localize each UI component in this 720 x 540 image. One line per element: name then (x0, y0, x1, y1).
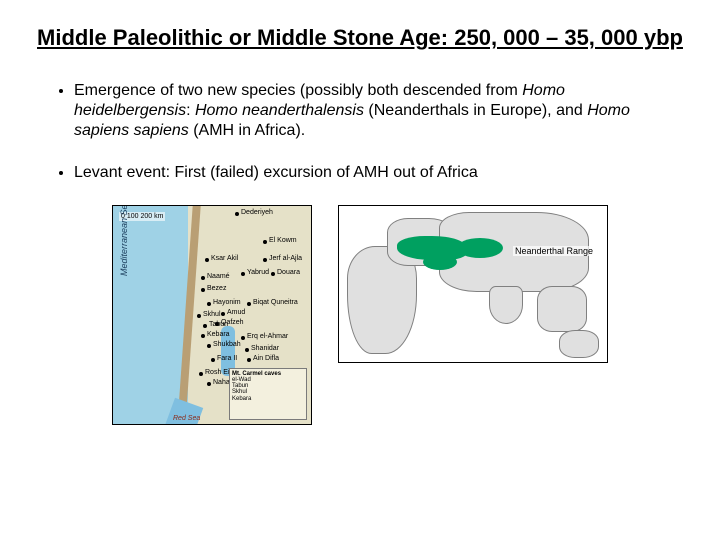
site-dot (201, 288, 205, 292)
site-label: Ksar Akil (211, 255, 238, 262)
page-title: Middle Paleolithic or Middle Stone Age: … (36, 24, 684, 53)
site-dot (263, 258, 267, 262)
bullet-text: Emergence of two new species (possibly b… (74, 82, 522, 99)
bullet-text: Levant event: First (failed) excursion o… (74, 164, 478, 181)
site-label: Ain Difla (253, 355, 279, 362)
site-label: Douara (277, 269, 300, 276)
site-dot (207, 344, 211, 348)
maps-row: 0 100 200 km Mediterranean Sea Red Sea D… (36, 205, 684, 425)
site-label: Hayonim (213, 299, 241, 306)
site-dot (207, 302, 211, 306)
bullet-text: : (186, 102, 195, 119)
bullet-item: Levant event: First (failed) excursion o… (74, 163, 684, 183)
site-label: Bezez (207, 285, 226, 292)
site-label: Shanidar (251, 345, 279, 352)
site-dot (201, 276, 205, 280)
site-label: Jerf al-Ajla (269, 255, 302, 262)
site-dot (201, 334, 205, 338)
site-label: Naamé (207, 273, 230, 280)
site-dot (245, 348, 249, 352)
neanderthal-range (457, 238, 503, 258)
site-dot (221, 312, 225, 316)
site-dot (271, 272, 275, 276)
site-dot (207, 382, 211, 386)
site-dot (215, 322, 219, 326)
site-label: Dederiyeh (241, 209, 273, 216)
species-name: Homo neanderthalensis (195, 102, 364, 119)
neanderthal-range (423, 254, 457, 270)
bullet-text: (Neanderthals in Europe), and (364, 102, 587, 119)
land-india (489, 286, 523, 324)
site-dot (263, 240, 267, 244)
bullet-list: Emergence of two new species (possibly b… (36, 81, 684, 183)
site-dot (235, 212, 239, 216)
levant-map: 0 100 200 km Mediterranean Sea Red Sea D… (112, 205, 312, 425)
site-label: Erq el-Ahmar (247, 333, 288, 340)
site-label: Fara II (217, 355, 237, 362)
world-map: Neanderthal Range (338, 205, 608, 363)
range-label: Neanderthal Range (513, 246, 595, 256)
levant-inset: Mt. Carmel caves el-Wad Tabun Skhul Keba… (229, 368, 307, 420)
site-label: El Kowm (269, 237, 297, 244)
inset-line: Kebara (232, 396, 304, 402)
red-sea-label: Red Sea (173, 415, 200, 422)
site-dot (203, 324, 207, 328)
site-dot (241, 336, 245, 340)
site-dot (197, 314, 201, 318)
mediterranean-label: Mediterranean Sea (119, 205, 129, 276)
land-seasia (537, 286, 587, 332)
site-label: Shukbah (213, 341, 241, 348)
site-dot (199, 372, 203, 376)
site-label: Skhul (203, 311, 221, 318)
site-dot (241, 272, 245, 276)
bullet-item: Emergence of two new species (possibly b… (74, 81, 684, 141)
site-dot (205, 258, 209, 262)
site-label: Qafzeh (221, 319, 244, 326)
site-label: Kebara (207, 331, 230, 338)
site-dot (211, 358, 215, 362)
bullet-text: (AMH in Africa). (189, 122, 305, 139)
site-dot (247, 302, 251, 306)
site-label: Biqat Quneitra (253, 299, 298, 306)
site-label: Yabrud (247, 269, 269, 276)
land-australia (559, 330, 599, 358)
site-label: Amud (227, 309, 245, 316)
site-dot (247, 358, 251, 362)
